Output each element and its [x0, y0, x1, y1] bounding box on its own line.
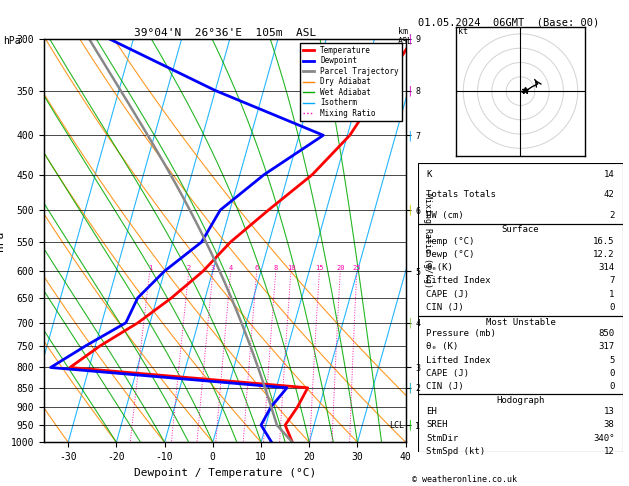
Y-axis label: hPa: hPa	[0, 230, 5, 251]
Text: 0: 0	[609, 382, 615, 391]
Text: CIN (J): CIN (J)	[426, 303, 464, 312]
Text: 14: 14	[604, 170, 615, 179]
Text: K: K	[426, 170, 432, 179]
Text: |: |	[406, 205, 413, 215]
Text: StmDir: StmDir	[426, 434, 459, 443]
Text: © weatheronline.co.uk: © weatheronline.co.uk	[412, 474, 517, 484]
Text: 15: 15	[315, 265, 324, 271]
Bar	[418, 163, 623, 224]
Text: 1: 1	[609, 290, 615, 299]
Text: hPa: hPa	[3, 36, 21, 46]
Text: 12.2: 12.2	[593, 250, 615, 259]
Text: |: |	[406, 420, 413, 430]
Text: 16.5: 16.5	[593, 237, 615, 245]
Y-axis label: Mixing Ratio (g/kg): Mixing Ratio (g/kg)	[423, 193, 431, 288]
Text: 0: 0	[609, 369, 615, 378]
Text: SREH: SREH	[426, 420, 448, 430]
Bar	[418, 224, 623, 316]
Text: 38: 38	[604, 420, 615, 430]
Text: kt: kt	[457, 27, 467, 36]
Text: Hodograph: Hodograph	[496, 396, 545, 404]
Text: Lifted Index: Lifted Index	[426, 356, 491, 364]
Text: 4: 4	[228, 265, 233, 271]
Text: Dewp (°C): Dewp (°C)	[426, 250, 475, 259]
Text: CAPE (J): CAPE (J)	[426, 290, 469, 299]
Text: 20: 20	[336, 265, 345, 271]
Text: 12: 12	[604, 447, 615, 456]
Text: 314: 314	[598, 263, 615, 272]
Text: LCL: LCL	[389, 420, 404, 430]
Text: |: |	[406, 34, 413, 44]
Text: Most Unstable: Most Unstable	[486, 317, 555, 327]
Text: 1: 1	[148, 265, 152, 271]
Text: 317: 317	[598, 342, 615, 351]
Text: 13: 13	[604, 407, 615, 416]
Text: Temp (°C): Temp (°C)	[426, 237, 475, 245]
Text: 10: 10	[287, 265, 295, 271]
Text: 25: 25	[352, 265, 361, 271]
Text: |: |	[406, 317, 413, 328]
Text: Lifted Index: Lifted Index	[426, 277, 491, 285]
Text: Pressure (mb): Pressure (mb)	[426, 329, 496, 338]
Text: |: |	[406, 130, 413, 140]
Text: 340°: 340°	[593, 434, 615, 443]
Bar	[418, 316, 623, 394]
Text: 7: 7	[609, 277, 615, 285]
Text: |: |	[406, 85, 413, 96]
Text: Surface: Surface	[502, 225, 539, 234]
Text: 3: 3	[211, 265, 215, 271]
Text: 0: 0	[609, 303, 615, 312]
Text: θₑ (K): θₑ (K)	[426, 342, 459, 351]
Text: km
ASL: km ASL	[398, 27, 413, 46]
Text: 2: 2	[609, 210, 615, 220]
Text: CIN (J): CIN (J)	[426, 382, 464, 391]
Text: 8: 8	[274, 265, 278, 271]
Text: 2: 2	[187, 265, 191, 271]
X-axis label: Dewpoint / Temperature (°C): Dewpoint / Temperature (°C)	[134, 468, 316, 478]
Text: StmSpd (kt): StmSpd (kt)	[426, 447, 486, 456]
Legend: Temperature, Dewpoint, Parcel Trajectory, Dry Adiabat, Wet Adiabat, Isotherm, Mi: Temperature, Dewpoint, Parcel Trajectory…	[299, 43, 402, 121]
Text: θₑ(K): θₑ(K)	[426, 263, 454, 272]
Text: 42: 42	[604, 191, 615, 199]
Bar	[418, 394, 623, 452]
Text: Totals Totals: Totals Totals	[426, 191, 496, 199]
Text: CAPE (J): CAPE (J)	[426, 369, 469, 378]
Text: |: |	[406, 382, 413, 393]
Text: EH: EH	[426, 407, 437, 416]
Text: PW (cm): PW (cm)	[426, 210, 464, 220]
Title: 39°04'N  26°36'E  105m  ASL: 39°04'N 26°36'E 105m ASL	[134, 28, 316, 38]
Text: 850: 850	[598, 329, 615, 338]
Text: 5: 5	[609, 356, 615, 364]
Text: 6: 6	[255, 265, 259, 271]
Text: 01.05.2024  06GMT  (Base: 00): 01.05.2024 06GMT (Base: 00)	[418, 17, 599, 27]
